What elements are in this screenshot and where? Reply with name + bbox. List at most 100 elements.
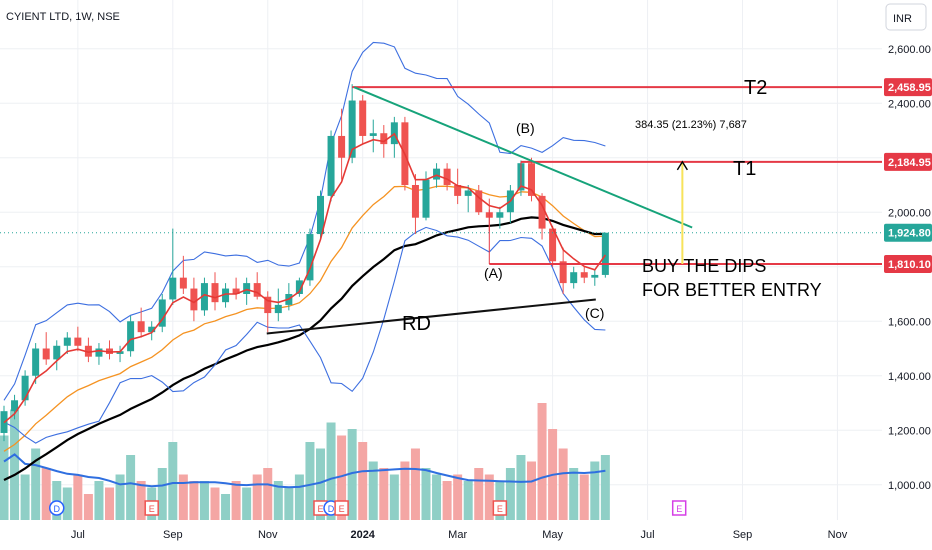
volume-bar [505,468,515,520]
price-tag [884,254,932,273]
price-tag-label: 1,924.80 [888,228,931,240]
volume-bar [221,494,231,520]
volume-bar [284,487,294,520]
volume-bar [157,468,167,520]
price-axis: 1,000.00 1,200.00 1,400.00 1,600.00 2,000.00… [882,0,932,550]
time-axis: Jul Sep Nov 2024 Mar May Jul Sep Nov [71,529,848,541]
buy-dips-line1: BUY THE DIPS [642,256,766,276]
projection-arrow-head [676,160,688,171]
measure-label: 384.35 (21.23%) 7,687 [635,119,747,131]
candle-body [443,168,451,185]
time-tick-label: Sep [733,529,753,541]
candle-body [327,135,335,196]
candle-body [338,135,346,158]
candle-body [454,185,462,196]
candle-body [74,337,82,346]
ma-black-line [3,216,606,481]
price-tag [884,78,932,97]
volume-bars [0,403,610,520]
time-tick-label: Nov [828,529,848,541]
candle-body [84,345,92,357]
candle-body [11,400,19,412]
volume-bar [432,474,442,520]
candle-body [464,190,472,196]
dividend-marker[interactable]: D [49,500,65,516]
price-tick-label: 1,400.00 [888,371,931,383]
volume-bar [337,435,347,520]
candle-body [222,288,230,303]
volume-bar [31,448,41,520]
svg-text:E: E [339,504,345,514]
svg-text:D: D [328,504,335,514]
volume-bar [590,461,600,520]
volume-bar [105,487,114,520]
candle-body [496,212,504,218]
candles [0,84,609,442]
volume-bar [115,474,125,520]
candle-body [95,348,103,357]
candle-body [253,283,261,297]
volume-bar [41,468,51,520]
volume-ma-line [3,453,606,489]
candle-body [127,321,135,352]
currency-label: INR [893,13,912,25]
price-tag [884,152,932,171]
volume-bar [20,474,30,520]
volume-bar [273,481,283,520]
t1-label: T1 [733,158,756,180]
bollinger-lower [3,226,606,444]
candle-body [348,100,356,158]
volume-bar [358,442,368,520]
price-tick-label: 1,200.00 [888,425,931,437]
candle-body [380,133,388,145]
candle-body [601,232,609,275]
earnings-marker[interactable]: E [671,500,687,516]
downtrend-line [353,86,693,229]
time-tick-label: Jul [71,529,85,541]
time-tick-label: Nov [258,529,278,541]
volume-bar [527,461,536,520]
volume-bar [516,455,526,520]
volume-bar [368,461,378,520]
rd-trendline [266,298,596,335]
volume-bar [178,474,188,520]
candle-body [243,283,251,294]
svg-text:E: E [676,504,682,514]
earnings-marker[interactable]: E [334,500,349,516]
volume-bar [126,455,136,520]
volume-bar [168,442,178,520]
earnings-marker[interactable]: E [144,500,159,516]
volume-bar [305,442,315,520]
time-tick-label: Jul [641,529,655,541]
candle-body [274,304,282,314]
candle-body [475,190,483,213]
candle-body [359,100,367,136]
volume-bar [189,481,199,520]
ema-orange-line [3,185,606,452]
time-tick-label: May [542,529,563,541]
candle-body [200,283,208,311]
volume-bar [316,448,325,520]
candle-body [549,228,557,262]
volume-bar [474,468,484,520]
price-tag-label: 2,458.95 [888,82,931,94]
time-tick-label: Sep [163,529,183,541]
volume-bar [263,468,273,520]
candle-body [433,168,441,180]
candle-body [137,321,145,333]
volume-bar [569,468,579,520]
currency-button[interactable] [885,3,927,31]
volume-bar [94,481,104,520]
wave-c-label: (C) [585,305,604,321]
candle-body [32,348,40,376]
volume-bar [294,474,304,520]
volume-bar [579,474,589,520]
wave-b-label: (B) [516,120,535,136]
candle-body [53,345,61,360]
earnings-marker[interactable]: E [492,500,508,516]
volume-bar [484,474,494,520]
candle-body [264,296,272,314]
volume-bar [73,474,83,520]
